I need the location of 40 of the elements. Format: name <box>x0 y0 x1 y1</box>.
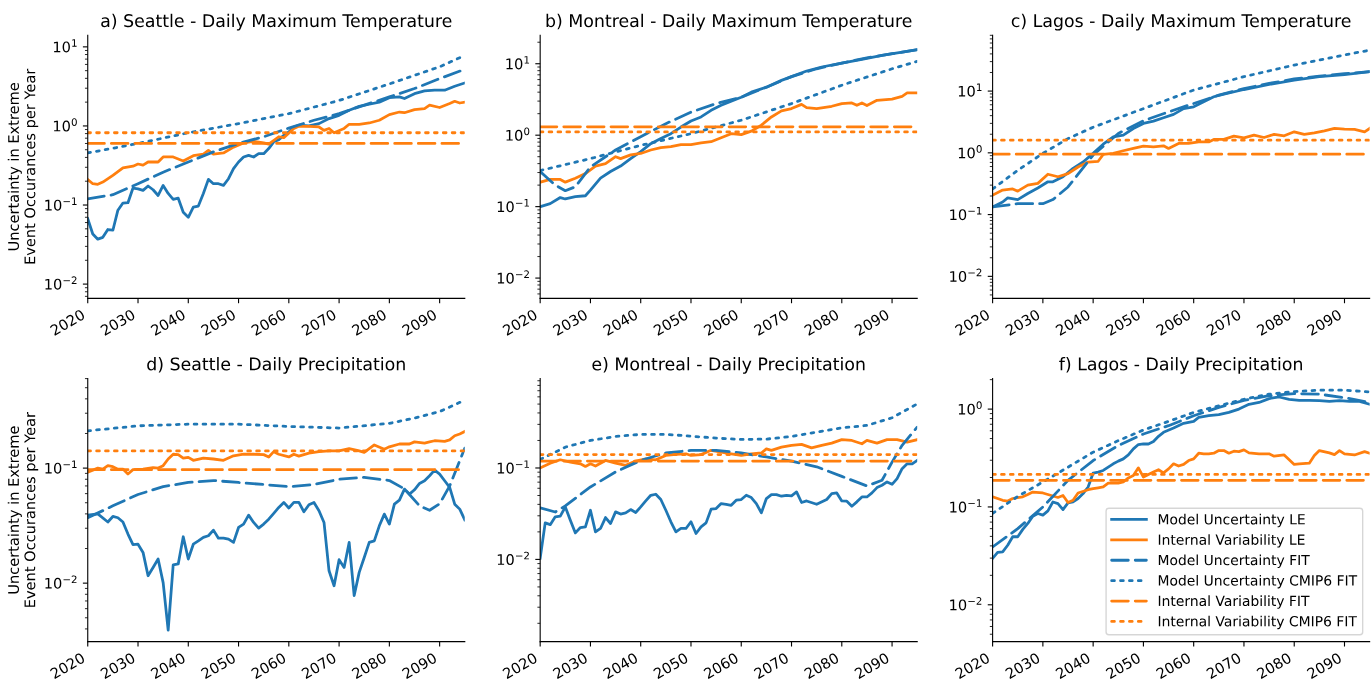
line-series <box>87 99 465 186</box>
y-tick-label: 10$^{1}$ <box>958 83 982 97</box>
line-series <box>540 402 918 461</box>
y-tick-label: 10$^{−2}$ <box>45 276 77 290</box>
y-tick-label: 10$^{−1}$ <box>45 460 77 474</box>
y-tick-label: 10$^{−1}$ <box>950 207 982 221</box>
y-tick-label: 10$^{−1}$ <box>45 197 77 211</box>
y-tick-label: 10$^{−1}$ <box>497 460 529 474</box>
line-series <box>992 448 1370 504</box>
y-tick-label: 10$^{−2}$ <box>497 270 529 284</box>
y-tick-label: 10$^{1}$ <box>506 56 530 70</box>
y-tick-label: 10$^{−1}$ <box>950 499 982 513</box>
legend-label: Internal Variability CMIP6 FIT <box>1158 615 1357 630</box>
y-tick-label: 10$^{−2}$ <box>497 551 529 566</box>
y-tick-label: 10$^{−2}$ <box>45 575 77 589</box>
chart-title: d) Seattle - Daily Precipitation <box>147 357 405 374</box>
legend-label: Internal Variability LE <box>1158 534 1305 548</box>
y-axis-title: Uncertainty in Extreme Event Occurances per Year <box>7 411 39 607</box>
legend-label: Model Uncertainty LE <box>1158 513 1305 528</box>
chart-title: e) Montreal - Daily Precipitation <box>592 357 865 374</box>
line-series <box>540 91 918 184</box>
y-tick-label: 10$^{−2}$ <box>950 268 982 282</box>
chart-title: c) Lagos - Daily Maximum Temperature <box>1011 13 1351 31</box>
y-tick-label: 10$^{0}$ <box>958 145 982 159</box>
y-tick-label: 10$^{0}$ <box>506 127 530 141</box>
y-tick-label: 10$^{−1}$ <box>497 199 529 213</box>
y-tick-label: 10$^{1}$ <box>53 39 77 53</box>
chart-title: b) Montreal - Daily Maximum Temperature <box>546 13 912 31</box>
legend-label: Model Uncertainty FIT <box>1158 554 1310 568</box>
y-axis-title: Uncertainty in Extreme Event Occurances per Year <box>7 68 39 264</box>
chart-title: a) Seattle - Daily Maximum Temperature <box>101 13 452 31</box>
legend-label: Internal Variability FIT <box>1158 595 1310 609</box>
y-tick-label: 10$^{−2}$ <box>950 597 982 611</box>
line-series <box>992 48 1370 191</box>
y-tick-label: 10$^{0}$ <box>958 401 982 415</box>
chart-title: f) Lagos - Daily Precipitation <box>1059 357 1302 374</box>
legend-label: Model Uncertainty CMIP6 FIT <box>1158 574 1358 589</box>
y-tick-label: 10$^{0}$ <box>53 118 77 132</box>
line-series <box>992 127 1370 197</box>
line-series <box>540 438 918 470</box>
